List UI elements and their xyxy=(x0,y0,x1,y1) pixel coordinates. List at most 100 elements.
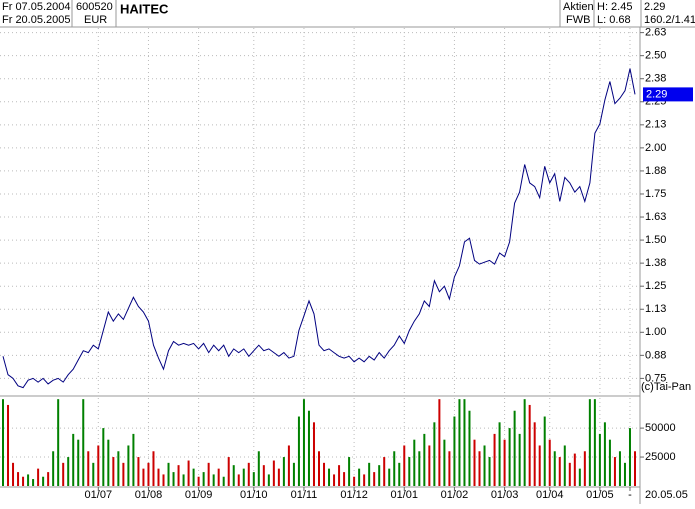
volume-bar xyxy=(333,474,336,486)
volume-bar xyxy=(257,451,260,486)
volume-bar xyxy=(122,462,125,486)
volume-bar xyxy=(623,462,626,486)
volume-bar xyxy=(47,472,50,486)
volume-bar xyxy=(373,472,376,486)
volume-bar xyxy=(388,468,391,486)
volume-bar xyxy=(538,445,541,486)
x-tick-label: 01/01 xyxy=(391,489,419,501)
volume-bar xyxy=(267,474,270,486)
volume-bar xyxy=(508,428,511,486)
volume-bar xyxy=(583,451,586,486)
volume-bar xyxy=(558,457,561,486)
x-tick-label: 01/12 xyxy=(340,489,368,501)
volume-bar xyxy=(197,476,200,486)
x-tick-label: - xyxy=(628,489,632,501)
x-tick-label: 01/09 xyxy=(185,489,213,501)
volume-bar xyxy=(403,445,406,486)
volume-bar xyxy=(573,453,576,486)
volume-bar xyxy=(62,462,65,486)
volume-bar xyxy=(603,422,606,486)
volume-bar xyxy=(17,472,20,486)
x-tick-label: 01/03 xyxy=(491,489,519,501)
currency: EUR xyxy=(84,14,107,26)
volume-bar xyxy=(222,476,225,486)
volume-bar xyxy=(262,465,265,486)
exchange: FWB xyxy=(566,14,590,26)
x-tick-label: 01/02 xyxy=(441,489,469,501)
price-line xyxy=(2,68,636,389)
volume-bar xyxy=(378,465,381,486)
volume-bar xyxy=(227,457,230,486)
volume-bar xyxy=(157,468,160,486)
volume-bar xyxy=(217,468,220,486)
volume-bar xyxy=(212,474,215,486)
volume-bar xyxy=(593,399,596,486)
volume-bar xyxy=(97,445,100,486)
volume-bar xyxy=(563,445,566,486)
y-tick-label: 1.50 xyxy=(645,234,666,246)
volume-bar xyxy=(513,410,516,486)
volume-bar xyxy=(483,445,486,486)
volume-bar xyxy=(533,422,536,486)
volume-bar xyxy=(618,451,621,486)
volume-bar xyxy=(72,433,75,486)
volume-bar xyxy=(137,457,140,486)
volume-bar xyxy=(77,439,80,486)
volume-bar xyxy=(523,399,526,486)
volume-bar xyxy=(358,468,361,486)
volume-bar xyxy=(37,468,40,486)
volume-bar xyxy=(628,428,631,486)
y-tick-label: 2.50 xyxy=(645,50,666,62)
volume-bar xyxy=(112,457,115,486)
volume-bar xyxy=(107,439,110,486)
volume-bar xyxy=(458,399,461,486)
volume-bar xyxy=(12,462,15,486)
volume-bar xyxy=(433,422,436,486)
volume-bar xyxy=(292,462,295,486)
header xyxy=(0,0,695,28)
end-date: 20.05.05 xyxy=(645,489,688,501)
volume-bar xyxy=(528,404,531,486)
volume-bar xyxy=(473,439,476,486)
volume-bar xyxy=(232,465,235,486)
volume-bar xyxy=(237,474,240,486)
volume-bar xyxy=(463,399,466,486)
x-tick-label: 01/08 xyxy=(135,489,163,501)
volume-bar xyxy=(393,451,396,486)
volume-bar xyxy=(338,465,341,486)
y-tick-label: 2.63 xyxy=(645,27,666,39)
volume-bar xyxy=(443,439,446,486)
volume-bar xyxy=(423,433,426,486)
kind: Aktien xyxy=(563,1,594,13)
y-tick-label: 1.38 xyxy=(645,257,666,269)
volume-bar xyxy=(453,416,456,486)
volume-bar xyxy=(192,468,195,486)
y-tick-label: 0.75 xyxy=(645,372,666,384)
volume-bar xyxy=(634,451,636,486)
y-tick-label: 2.00 xyxy=(645,142,666,154)
date-from: Fr 07.05.2004 xyxy=(2,1,71,13)
x-tick-label: 01/07 xyxy=(85,489,113,501)
volume-bar xyxy=(418,451,421,486)
volume-bar xyxy=(182,474,185,486)
x-tick-label: 01/04 xyxy=(536,489,564,501)
volume-bar xyxy=(383,457,386,486)
volume-bar xyxy=(172,472,175,486)
ratio: 160.2/1.41 xyxy=(644,14,695,26)
volume-bar xyxy=(82,399,85,486)
x-tick-label: 01/05 xyxy=(586,489,614,501)
volume-bar xyxy=(318,451,320,486)
volume-bar xyxy=(553,451,556,486)
y-tick-label: 1.63 xyxy=(645,211,666,223)
volume-bar xyxy=(578,468,581,486)
last-price-box xyxy=(643,87,693,102)
high: H: 2.45 xyxy=(597,1,632,13)
volume-bar xyxy=(32,479,35,486)
y-tick-label: 50000 xyxy=(645,422,676,434)
volume-bar xyxy=(413,439,416,486)
volume-bar xyxy=(363,474,366,486)
volume-bar xyxy=(498,422,501,486)
volume-bar xyxy=(87,451,90,486)
volume-bar xyxy=(518,433,521,486)
